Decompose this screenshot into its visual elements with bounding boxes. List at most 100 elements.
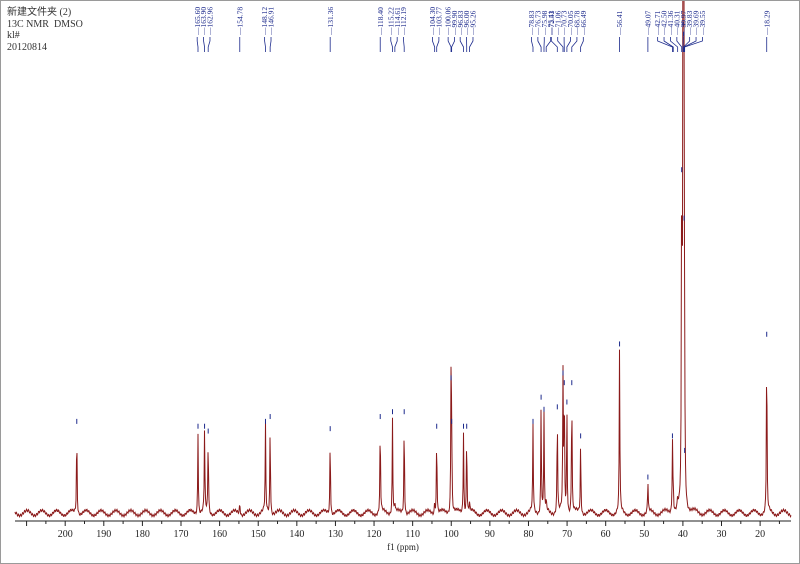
peak-leader-line	[269, 37, 272, 52]
peak-label: —99.90	[450, 10, 459, 36]
spectrum-trace	[14, 1, 792, 519]
x-tick-label: 120	[367, 529, 382, 540]
x-tick-label: 70	[562, 529, 572, 540]
peak-label: —41.36	[666, 10, 675, 36]
x-tick-label: 190	[96, 529, 111, 540]
x-tick-label: 180	[135, 529, 150, 540]
peak-label: —42.71	[653, 10, 662, 36]
peak-markers	[76, 22, 768, 480]
peak-label: —66.49	[579, 10, 588, 36]
peak-label: —72.53	[547, 10, 556, 36]
spectrum-header: 新建文件夹 (2) 13C NMR DMSO kl# 20120814	[7, 7, 83, 53]
peak-label: —118.40	[376, 7, 385, 36]
peak-leader-line	[657, 37, 673, 52]
sample-id: kl#	[7, 30, 20, 41]
peak-label: —112.19	[399, 7, 408, 36]
peak-label: —76.73	[533, 10, 542, 36]
peak-label: —104.30	[428, 7, 437, 36]
peak-label: —39.97	[679, 10, 688, 36]
x-tick-label: 150	[251, 529, 266, 540]
peak-leader-line	[683, 37, 697, 52]
peak-leader-line	[390, 37, 393, 52]
folder-title: 新建文件夹 (2)	[7, 7, 72, 18]
peak-leader-line	[670, 37, 679, 52]
x-axis-ticks: 200 190 180 170 160 150 140 130 120 110 100 90 80 70 6…	[26, 521, 780, 540]
x-tick-label: 20	[755, 529, 765, 540]
peak-leader-line	[432, 37, 436, 52]
peak-label: —68.78	[573, 10, 582, 36]
peak-label: —100.06	[444, 7, 453, 36]
peak-label: —70.73	[560, 10, 569, 36]
peak-label: —162.96	[206, 7, 215, 36]
peak-label: —18.29	[762, 10, 771, 36]
peak-label: —42.50	[660, 10, 669, 36]
x-tick-label: 90	[485, 529, 495, 540]
x-axis-label: f1 (ppm)	[387, 542, 419, 552]
x-tick-label: 80	[523, 529, 533, 540]
peak-leader-line	[403, 37, 405, 52]
peak-label: —131.36	[326, 7, 335, 36]
peak-leader-line	[469, 37, 474, 52]
peak-label: —165.60	[193, 7, 202, 36]
peak-label: —103.77	[434, 7, 443, 36]
peak-leader-line	[436, 37, 440, 52]
peak-leader-line	[550, 37, 558, 52]
peak-leader-line	[683, 37, 691, 52]
peak-leader-line	[196, 37, 199, 52]
date-stamp: 20120814	[7, 41, 47, 53]
experiment-title: 13C NMR DMSO	[7, 18, 83, 30]
peak-leader-line	[684, 37, 703, 52]
x-tick-label: 60	[601, 529, 611, 540]
x-tick-label: 140	[289, 529, 304, 540]
peak-leader-line	[557, 37, 564, 52]
peak-label: —39.83	[685, 10, 694, 36]
peak-leader-line	[203, 37, 205, 52]
peak-label: —114.61	[393, 7, 402, 36]
peak-leader-line	[394, 37, 398, 52]
peak-label: —163.90	[199, 7, 208, 36]
x-tick-label: 200	[58, 529, 73, 540]
x-tick-label: 130	[328, 529, 343, 540]
peak-leader-line	[566, 37, 571, 52]
peak-label: —39.69	[692, 10, 701, 36]
x-tick-label: 50	[639, 529, 649, 540]
x-tick-label: 170	[174, 529, 189, 540]
x-tick-label: 160	[212, 529, 227, 540]
peak-label: —146.91	[267, 7, 276, 36]
peak-leader-line	[451, 37, 455, 52]
peak-leader-line	[571, 37, 578, 52]
peak-label: —96.00	[462, 10, 471, 36]
peak-leader-line	[537, 37, 542, 52]
peak-label: —78.83	[527, 10, 536, 36]
x-tick-label: 100	[444, 529, 459, 540]
peak-label: —95.26	[469, 10, 478, 36]
peak-leader-line	[580, 37, 584, 52]
peak-label: —115.22	[386, 7, 395, 36]
peak-label: —56.41	[615, 10, 624, 36]
peak-label: —96.83	[456, 10, 465, 36]
peak-label: —40.31	[672, 10, 681, 36]
peak-label: —75.98	[540, 10, 549, 36]
x-tick-label: 40	[678, 529, 688, 540]
x-tick-label: 30	[717, 529, 727, 540]
peak-leader-line	[531, 37, 534, 52]
x-tick-label: 110	[405, 529, 420, 540]
peak-leader-line	[207, 37, 211, 52]
peak-label: —71.06	[553, 10, 562, 36]
peak-label: —154.78	[235, 7, 244, 36]
peak-leader-line	[447, 37, 452, 52]
peak-leader-line	[676, 37, 683, 52]
peak-label: —49.07	[643, 10, 652, 36]
peak-label: —148.12	[260, 7, 269, 36]
peak-labels: —165.60—163.90—162.96 —154.78 —148.12—146.…	[193, 7, 771, 52]
peak-leader-line	[663, 37, 674, 52]
spectrum-line	[14, 1, 792, 519]
peak-label: —75.41	[546, 10, 555, 36]
peak-leader-line	[459, 37, 464, 52]
peak-label: —70.05	[566, 10, 575, 36]
peak-label: —39.55	[698, 10, 707, 36]
peak-leader-line	[545, 37, 552, 52]
peak-leader-line	[264, 37, 266, 52]
